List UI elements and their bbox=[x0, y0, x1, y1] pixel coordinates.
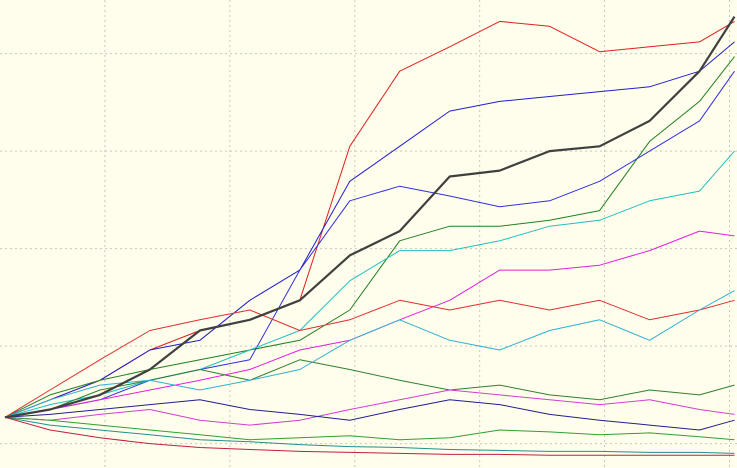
series-line bbox=[4, 416, 735, 441]
series-line bbox=[4, 399, 735, 431]
series-line bbox=[4, 416, 735, 456]
series-line bbox=[4, 290, 735, 418]
series-line bbox=[4, 20, 735, 418]
series-line bbox=[4, 389, 735, 426]
series-line bbox=[4, 416, 735, 454]
series-line bbox=[4, 56, 735, 418]
series-line bbox=[4, 359, 735, 418]
series-line bbox=[4, 41, 735, 418]
series-line bbox=[4, 299, 735, 418]
series-line bbox=[4, 16, 736, 419]
series-line bbox=[4, 150, 735, 418]
series-line bbox=[4, 230, 735, 418]
series-line bbox=[4, 70, 735, 418]
